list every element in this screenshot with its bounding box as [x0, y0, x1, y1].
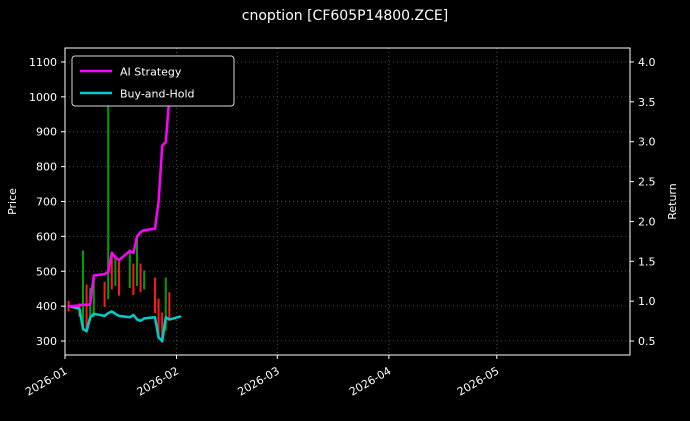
left-tick-label: 500: [36, 265, 57, 278]
x-tick-label: 2026-04: [347, 364, 393, 398]
x-tick-label: 2026-05: [455, 364, 501, 398]
left-tick-label: 900: [36, 126, 57, 139]
x-tick-label: 2026-01: [23, 364, 69, 398]
right-tick-label: 2.5: [638, 176, 656, 189]
ai-strategy-line: [67, 88, 182, 308]
right-tick-label: 3.0: [638, 136, 656, 149]
chart-title: cnoption [CF605P14800.ZCE]: [241, 8, 449, 24]
y-axis-label-return: Return: [666, 183, 679, 220]
left-tick-label: 700: [36, 196, 57, 209]
left-tick-label: 400: [36, 300, 57, 313]
left-tick-label: 800: [36, 161, 57, 174]
legend-label: Buy-and-Hold: [120, 88, 195, 101]
legend-box: [71, 55, 235, 107]
right-tick-label: 3.5: [638, 96, 656, 109]
left-tick-label: 1100: [29, 56, 57, 69]
right-axis: 0.5 1.0 1.5 2.0 2.5 3.0 3.5 4.0: [630, 56, 656, 348]
right-tick-label: 2.0: [638, 215, 656, 228]
left-tick-label: 600: [36, 230, 57, 243]
left-axis: 300 400 500 600 700 800 900 1000 1100: [29, 56, 65, 348]
x-tick-label: 2026-03: [236, 364, 282, 398]
buy-and-hold-line: [67, 304, 182, 343]
left-tick-label: 1000: [29, 91, 57, 104]
right-tick-label: 1.5: [638, 255, 656, 268]
x-axis: 2026-01 2026-02 2026-03 2026-04 2026-05: [23, 355, 501, 399]
right-tick-label: 4.0: [638, 56, 656, 69]
right-tick-label: 0.5: [638, 335, 656, 348]
x-tick-label: 2026-02: [135, 364, 181, 398]
left-tick-label: 300: [36, 335, 57, 348]
right-tick-label: 1.0: [638, 295, 656, 308]
legend: AI Strategy Buy-and-Hold: [71, 55, 235, 107]
y-axis-label-price: Price: [6, 188, 19, 215]
legend-label: AI Strategy: [120, 66, 182, 79]
price-bars: [67, 96, 171, 343]
